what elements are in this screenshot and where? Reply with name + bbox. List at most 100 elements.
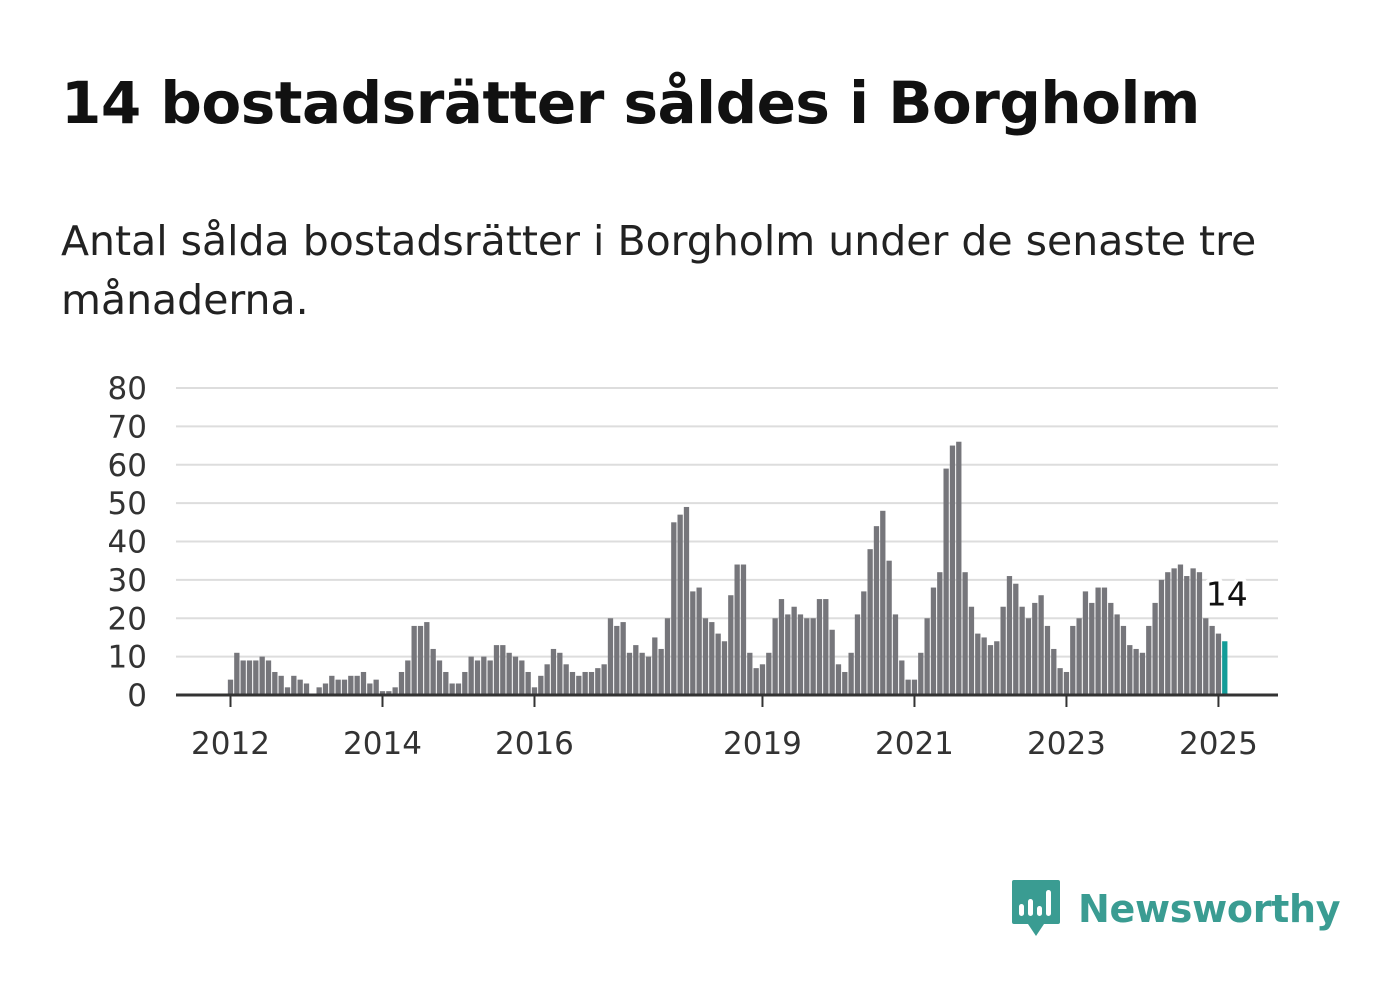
bar	[1038, 595, 1044, 695]
bar	[778, 599, 785, 695]
bar	[557, 652, 563, 695]
bar	[1051, 648, 1057, 695]
bar	[607, 618, 614, 695]
bar	[519, 660, 525, 695]
bar	[246, 660, 253, 695]
bar	[620, 622, 626, 695]
bar	[911, 679, 918, 695]
bar	[626, 652, 633, 695]
chart-subtitle: Antal sålda bostadsrätter i Borgholm und…	[61, 217, 1257, 324]
bar	[937, 572, 943, 695]
bar	[702, 618, 709, 695]
bar	[1146, 625, 1152, 695]
bar	[411, 625, 417, 695]
x-tick-label: 2019	[723, 726, 802, 762]
y-tick-label: 20	[108, 601, 147, 637]
bar	[588, 671, 595, 695]
y-tick-label: 0	[127, 678, 147, 714]
bar	[791, 606, 797, 695]
bar	[1070, 625, 1076, 695]
newsworthy-logo: Newsworthy	[1010, 878, 1341, 940]
bar-latest	[1222, 641, 1228, 695]
bar	[785, 614, 791, 695]
bar	[1139, 652, 1146, 695]
bar	[1177, 564, 1184, 695]
bars	[227, 441, 1228, 696]
bar	[696, 587, 702, 695]
bar	[956, 441, 962, 695]
bar	[1032, 602, 1038, 695]
bar	[449, 683, 455, 695]
bar	[1133, 648, 1139, 695]
bar	[930, 587, 937, 695]
bar	[1171, 568, 1177, 695]
chart-title: 14 bostadsrätter såldes i Borgholm	[61, 69, 1200, 137]
bar	[810, 618, 816, 695]
bar	[265, 660, 272, 695]
bar	[354, 675, 360, 695]
bar	[797, 614, 804, 695]
bar	[487, 660, 493, 695]
bar	[1152, 602, 1158, 695]
bar	[360, 671, 367, 695]
bar	[766, 652, 772, 695]
annotation-label: 14	[1206, 574, 1248, 613]
bar	[924, 618, 930, 695]
bar	[392, 687, 398, 695]
bar	[405, 660, 411, 695]
bar	[443, 671, 449, 695]
bar	[506, 652, 512, 695]
y-tick-label: 10	[108, 640, 147, 676]
bar	[303, 683, 310, 695]
bar	[329, 675, 335, 695]
bar	[899, 660, 905, 695]
bar	[1089, 602, 1095, 695]
y-tick-label: 70	[108, 409, 147, 445]
y-tick-label: 30	[108, 563, 147, 599]
bar	[291, 675, 297, 695]
bar	[975, 633, 981, 695]
bar	[683, 506, 690, 695]
bar	[348, 675, 354, 695]
bar	[1203, 618, 1209, 695]
bar	[1127, 645, 1133, 695]
bar	[633, 645, 639, 695]
bar	[823, 599, 829, 695]
bar	[253, 660, 259, 695]
bar	[474, 660, 481, 695]
bar	[1063, 671, 1070, 695]
bar	[455, 683, 462, 695]
bar	[430, 648, 436, 695]
bar	[671, 522, 677, 695]
bar	[544, 664, 550, 695]
bar	[512, 656, 519, 696]
bar	[1019, 606, 1025, 695]
bar	[962, 572, 968, 695]
bar	[1209, 625, 1215, 695]
bar	[728, 595, 734, 695]
bar	[227, 679, 234, 695]
bar	[614, 625, 620, 695]
bar	[1190, 568, 1196, 695]
bar	[854, 614, 861, 695]
bar	[994, 641, 1000, 695]
bar	[563, 664, 569, 695]
bar	[848, 652, 854, 695]
bar	[398, 671, 405, 695]
bar	[500, 645, 506, 695]
bar	[234, 652, 240, 695]
bar	[1044, 625, 1051, 695]
y-tick-label: 80	[108, 371, 147, 407]
bar	[582, 671, 588, 695]
bar	[1057, 668, 1063, 695]
annotation-halo: 14	[1206, 574, 1248, 613]
bar	[759, 664, 766, 695]
bar	[873, 526, 880, 695]
bar	[639, 652, 645, 695]
bar	[905, 679, 911, 695]
bar	[379, 691, 386, 695]
bar	[842, 671, 848, 695]
bar	[386, 691, 392, 695]
